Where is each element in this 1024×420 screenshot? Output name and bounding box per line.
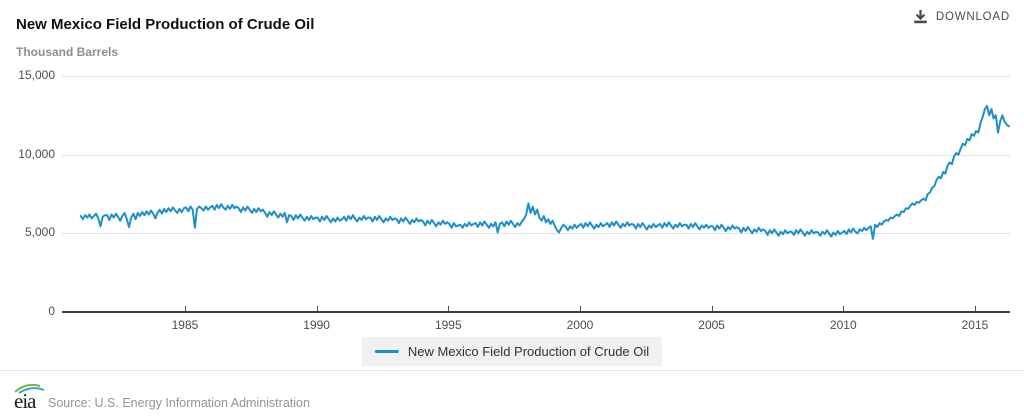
download-icon xyxy=(914,10,927,24)
series-line xyxy=(79,104,1010,240)
eia-logo-swoosh-icon xyxy=(14,383,45,394)
plot-area[interactable] xyxy=(62,76,1010,312)
x-axis-tick xyxy=(184,306,186,311)
download-button[interactable]: DOWNLOAD xyxy=(913,9,1010,24)
gridline xyxy=(62,233,1010,235)
x-axis-tick xyxy=(843,306,845,311)
eia-logo-text: eia xyxy=(14,389,37,413)
legend-line-swatch xyxy=(374,350,399,353)
footer-divider xyxy=(0,370,1024,371)
x-axis-line xyxy=(62,311,1010,313)
legend[interactable]: New Mexico Field Production of Crude Oil xyxy=(361,337,663,366)
legend-label: New Mexico Field Production of Crude Oil xyxy=(407,344,650,359)
x-axis-label: 1990 xyxy=(303,318,330,332)
x-axis-tick xyxy=(579,306,581,311)
x-axis-tick xyxy=(448,306,450,311)
y-axis-label: 10,000 xyxy=(18,146,55,161)
x-axis-label: 2000 xyxy=(566,318,594,332)
x-axis-tick xyxy=(316,306,318,311)
x-axis-label: 2015 xyxy=(961,318,989,332)
x-axis-label: 1985 xyxy=(171,318,199,332)
download-button-label: DOWNLOAD xyxy=(935,10,1010,23)
chart-title: New Mexico Field Production of Crude Oil xyxy=(16,16,315,34)
x-axis-label: 2005 xyxy=(698,318,725,332)
source-attribution: Source: U.S. Energy Information Administ… xyxy=(48,396,310,410)
y-axis-units-label: Thousand Barrels xyxy=(16,45,119,59)
y-axis-label: 5,000 xyxy=(24,225,55,240)
x-axis-tick xyxy=(711,306,713,311)
x-axis-tick xyxy=(974,306,976,311)
gridline xyxy=(62,76,1010,77)
y-axis-label: 0 xyxy=(48,304,55,318)
gridline xyxy=(62,154,1010,156)
eia-logo: eia xyxy=(13,381,49,413)
x-axis-label: 1995 xyxy=(434,318,462,332)
y-axis-label: 15,000 xyxy=(18,68,55,82)
x-axis-label: 2010 xyxy=(829,318,857,332)
